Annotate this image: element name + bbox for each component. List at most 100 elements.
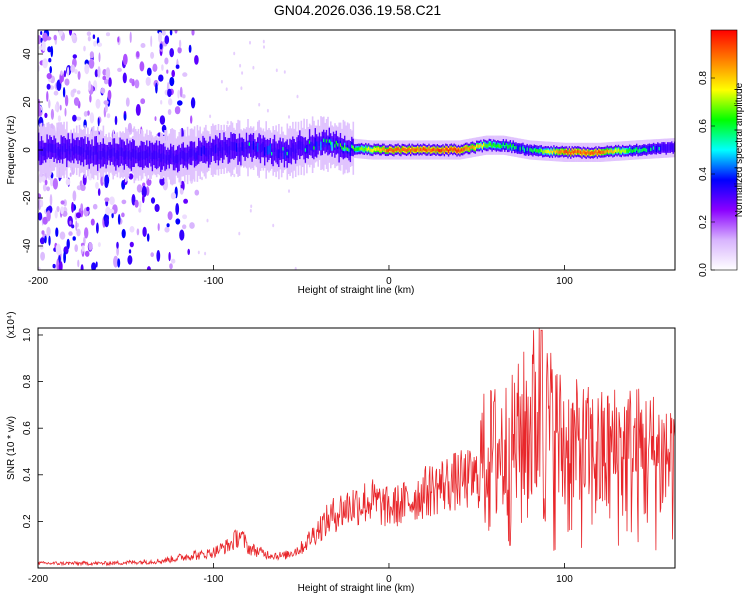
spectrogram-cell	[483, 142, 485, 147]
spectrogram-cell	[54, 209, 58, 219]
spectrogram-cell	[160, 153, 162, 163]
spectrogram-cell	[561, 149, 564, 153]
spectrogram-cell	[156, 250, 161, 262]
spectrogram-cell	[150, 252, 154, 258]
spectrogram-cell	[60, 143, 63, 152]
spectrogram-cell	[279, 144, 282, 153]
spectrogram-cell	[129, 150, 131, 159]
spectrogram-cell	[240, 147, 242, 156]
spectrogram-cell	[258, 142, 260, 151]
spectrogram-cell	[141, 151, 144, 160]
spectrogram-cell	[328, 139, 331, 143]
spectrogram-cell	[592, 151, 595, 155]
spectrogram-cell	[62, 87, 66, 98]
spectrogram-cell	[154, 204, 160, 212]
spectrogram-cell	[107, 89, 112, 101]
spectrogram-cell	[55, 227, 59, 237]
spectrogram-cell	[230, 141, 232, 150]
spectrogram-cell	[61, 145, 64, 155]
spectrogram-cell	[292, 143, 294, 152]
spectrogram-cell	[574, 149, 576, 153]
spectrogram-cell	[103, 78, 109, 85]
spectrogram-cell	[59, 104, 62, 111]
spectrogram-cell	[89, 149, 92, 159]
spectrogram-cell	[600, 150, 603, 154]
spectrogram-cell	[460, 148, 463, 152]
spectrogram-cell	[494, 143, 496, 147]
spectrogram-cell	[647, 146, 649, 153]
spectrogram-cell	[445, 147, 447, 151]
spectrogram-cell	[193, 150, 196, 159]
spectrogram-cell	[73, 146, 75, 156]
spectrogram-cell	[162, 150, 165, 159]
spectrogram-cell	[100, 87, 106, 94]
spectrogram-cell	[177, 100, 183, 106]
spectrogram-cell	[296, 94, 299, 99]
spectrogram-cell	[142, 226, 147, 237]
spectrogram-cell	[643, 147, 645, 152]
spectrogram-cell	[146, 178, 152, 186]
spectrogram-cell	[119, 147, 121, 156]
spectrogram-cell	[477, 144, 479, 148]
spectrogram-cell	[261, 143, 263, 153]
spectrogram-cell	[589, 151, 592, 156]
spectrogram-cell	[80, 147, 82, 156]
spectrogram-cell	[141, 185, 147, 198]
spectrogram-cell	[54, 144, 57, 153]
spectrogram-cell	[172, 153, 175, 162]
spectrogram-cell	[99, 150, 102, 160]
spectrogram-cell	[249, 208, 252, 213]
spectrogram-cell	[169, 48, 174, 58]
spectrogram-cell	[190, 97, 196, 109]
spectrogram-cell	[214, 144, 217, 154]
spectrogram-cell	[481, 145, 484, 149]
spectrogram-cell	[68, 231, 73, 236]
spectrogram-cell	[640, 149, 642, 153]
spectrogram-cell	[603, 150, 606, 154]
spectrogram-cell	[113, 255, 119, 268]
spectrogram-cell	[210, 148, 213, 157]
spectrogram-cell	[40, 31, 43, 35]
spectrogram-cell	[183, 198, 189, 204]
spectrogram-cell	[332, 137, 335, 147]
spectrogram-cell	[196, 151, 199, 160]
spectrogram-cell	[92, 151, 95, 161]
y-tick-label: 0.2	[22, 514, 33, 528]
spectrogram-cell	[624, 149, 627, 153]
spectrogram-cell	[669, 144, 672, 151]
spectrogram-cell	[167, 211, 173, 221]
spectrogram-cell	[405, 149, 408, 153]
spectrogram-cell	[511, 146, 513, 150]
spectrogram-cell	[146, 149, 148, 159]
spectrogram-cell	[52, 263, 56, 269]
spectrogram-cell	[627, 149, 630, 153]
x-tick-label: 0	[386, 276, 392, 287]
spectrogram-cell	[602, 150, 604, 154]
spectrogram-cell	[321, 139, 324, 148]
spectrogram-cell	[504, 144, 506, 149]
spectrogram-cell	[140, 43, 146, 48]
spectrogram-cell	[42, 32, 48, 42]
spectrogram-cell	[86, 31, 92, 36]
spectrogram-cell	[417, 147, 419, 151]
spectrogram-cell	[415, 148, 418, 152]
spectrogram-cell	[136, 150, 138, 159]
spectrogram-cell	[658, 147, 661, 151]
spectrogram-cell	[532, 149, 534, 153]
spectrogram-cell	[535, 148, 537, 153]
spectrogram-cell	[227, 146, 230, 156]
spectrogram-cell	[109, 208, 115, 214]
spectrogram-cell	[369, 148, 371, 152]
spectrogram-cell	[283, 70, 286, 74]
spectrogram-cell	[314, 138, 317, 147]
spectrogram-cell	[63, 143, 65, 152]
snr-scale-label: (x10⁴)	[6, 311, 17, 338]
spectrogram-cell	[488, 142, 491, 146]
spectrogram-cell	[82, 148, 85, 157]
spectrogram-cell	[174, 30, 178, 34]
spectrogram-cell	[127, 151, 130, 160]
spectrogram-cell	[234, 141, 237, 151]
spectrogram-cell	[97, 66, 101, 78]
spectrogram-cell	[288, 115, 290, 119]
spectrogram-cell	[296, 144, 298, 153]
